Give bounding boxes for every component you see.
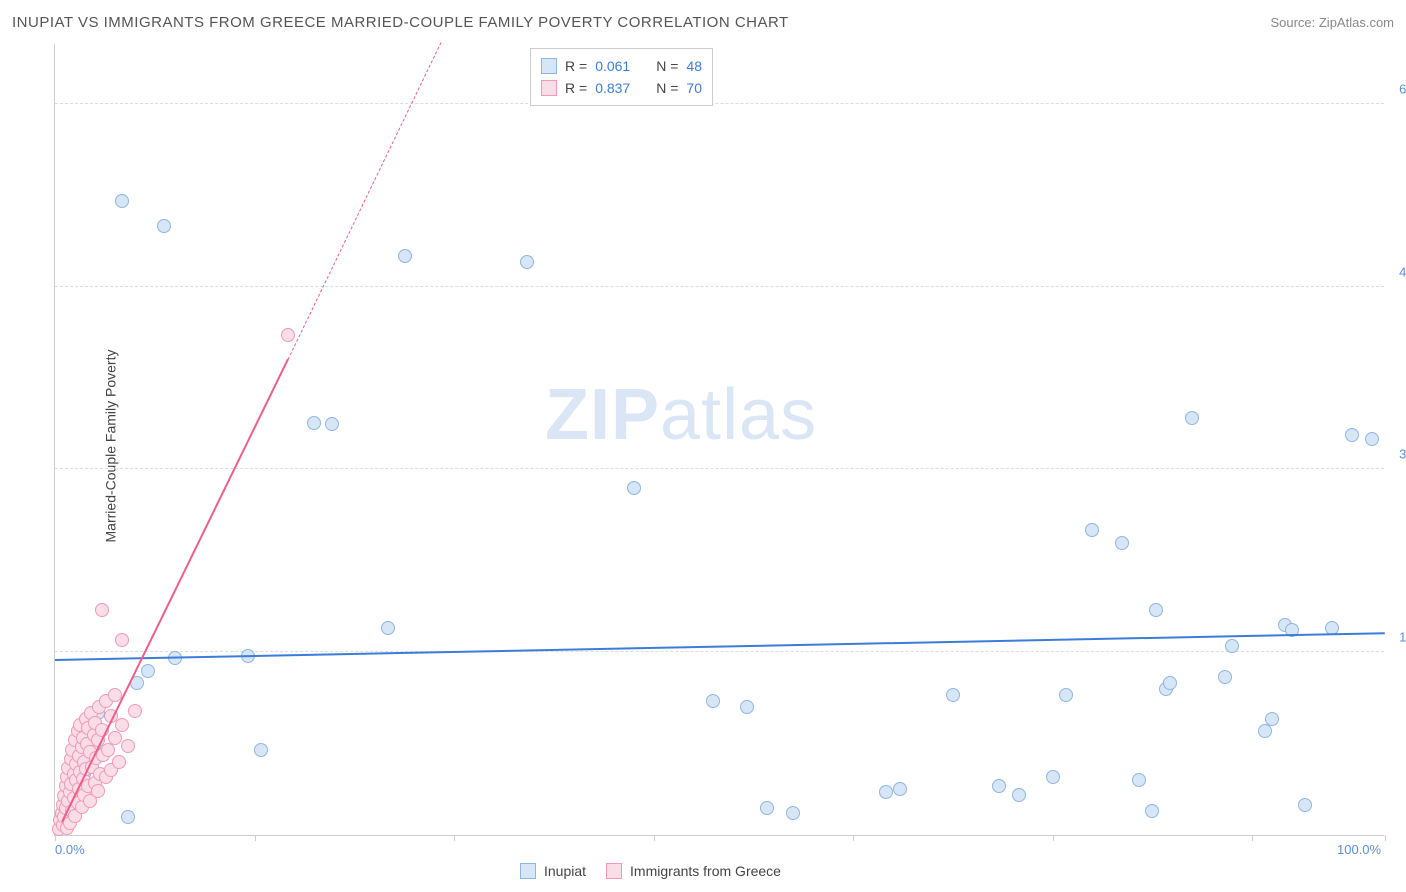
point-inupiat <box>157 219 171 233</box>
legend-swatch <box>606 863 622 879</box>
stats-legend-row: R = 0.837 N = 70 <box>541 77 702 99</box>
x-tick-label: 0.0% <box>55 842 85 857</box>
point-inupiat <box>1225 639 1239 653</box>
point-greece <box>108 731 122 745</box>
point-inupiat <box>115 194 129 208</box>
point-inupiat <box>760 801 774 815</box>
x-tick-label: 100.0% <box>1337 842 1381 857</box>
watermark: ZIPatlas <box>545 374 817 456</box>
point-inupiat <box>1132 773 1146 787</box>
legend-swatch <box>541 58 557 74</box>
watermark-bold: ZIP <box>545 375 660 455</box>
series-legend-item: Inupiat <box>520 860 586 882</box>
point-inupiat <box>141 664 155 678</box>
point-inupiat <box>706 694 720 708</box>
point-inupiat <box>1163 676 1177 690</box>
gridline <box>55 103 1384 104</box>
x-tick <box>1385 835 1386 841</box>
x-tick <box>853 835 854 841</box>
scatter-plot-area: ZIPatlas 15.0%30.0%45.0%60.0%0.0%100.0% <box>54 44 1384 836</box>
point-inupiat <box>1149 603 1163 617</box>
legend-swatch <box>520 863 536 879</box>
trend-line <box>287 42 441 359</box>
legend-swatch <box>541 80 557 96</box>
point-greece <box>95 603 109 617</box>
gridline <box>55 286 1384 287</box>
point-greece <box>115 633 129 647</box>
trend-line <box>55 632 1385 661</box>
n-label: N = <box>656 55 678 77</box>
point-greece <box>112 755 126 769</box>
series-legend-item: Immigrants from Greece <box>606 860 781 882</box>
x-tick <box>654 835 655 841</box>
point-inupiat <box>1145 804 1159 818</box>
point-greece <box>115 718 129 732</box>
point-inupiat <box>627 481 641 495</box>
r-label: R = <box>565 77 587 99</box>
chart-title: INUPIAT VS IMMIGRANTS FROM GREECE MARRIE… <box>12 14 789 31</box>
point-inupiat <box>520 255 534 269</box>
r-label: R = <box>565 55 587 77</box>
stats-legend-row: R = 0.061 N = 48 <box>541 55 702 77</box>
point-inupiat <box>1345 428 1359 442</box>
point-inupiat <box>740 700 754 714</box>
point-inupiat <box>121 810 135 824</box>
point-inupiat <box>992 779 1006 793</box>
x-tick <box>1252 835 1253 841</box>
point-greece <box>128 704 142 718</box>
gridline <box>55 651 1384 652</box>
series-label: Inupiat <box>544 860 586 882</box>
point-inupiat <box>1059 688 1073 702</box>
point-inupiat <box>381 621 395 635</box>
point-inupiat <box>398 249 412 263</box>
point-inupiat <box>1365 432 1379 446</box>
y-tick-label: 60.0% <box>1399 81 1406 96</box>
point-inupiat <box>1185 411 1199 425</box>
point-inupiat <box>1298 798 1312 812</box>
point-inupiat <box>254 743 268 757</box>
watermark-light: atlas <box>660 375 817 455</box>
point-inupiat <box>1258 724 1272 738</box>
n-value: 48 <box>686 55 702 77</box>
y-tick-label: 30.0% <box>1399 447 1406 462</box>
point-inupiat <box>786 806 800 820</box>
point-inupiat <box>1085 523 1099 537</box>
n-label: N = <box>656 77 678 99</box>
point-inupiat <box>1265 712 1279 726</box>
point-inupiat <box>893 782 907 796</box>
point-greece <box>91 784 105 798</box>
x-tick <box>55 835 56 841</box>
point-inupiat <box>879 785 893 799</box>
point-greece <box>281 328 295 342</box>
x-tick <box>1053 835 1054 841</box>
point-inupiat <box>325 417 339 431</box>
n-value: 70 <box>686 77 702 99</box>
y-tick-label: 45.0% <box>1399 264 1406 279</box>
gridline <box>55 468 1384 469</box>
series-legend: Inupiat Immigrants from Greece <box>520 860 781 882</box>
point-inupiat <box>946 688 960 702</box>
x-tick <box>454 835 455 841</box>
point-inupiat <box>1012 788 1026 802</box>
point-inupiat <box>307 416 321 430</box>
source-attribution: Source: ZipAtlas.com <box>1270 15 1394 30</box>
r-value: 0.061 <box>595 55 630 77</box>
point-greece <box>101 743 115 757</box>
y-tick-label: 15.0% <box>1399 630 1406 645</box>
chart-header: INUPIAT VS IMMIGRANTS FROM GREECE MARRIE… <box>12 8 1394 36</box>
point-inupiat <box>1046 770 1060 784</box>
point-greece <box>121 739 135 753</box>
point-inupiat <box>1218 670 1232 684</box>
r-value: 0.837 <box>595 77 630 99</box>
series-label: Immigrants from Greece <box>630 860 781 882</box>
point-inupiat <box>1115 536 1129 550</box>
stats-legend: R = 0.061 N = 48 R = 0.837 N = 70 <box>530 48 713 106</box>
x-tick <box>255 835 256 841</box>
